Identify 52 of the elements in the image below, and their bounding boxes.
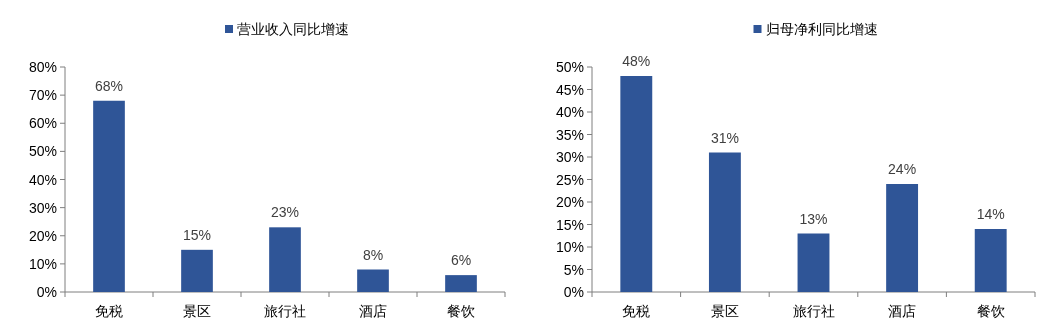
x-tick-label: 旅行社 [792,303,835,319]
y-tick-label: 10% [28,255,57,272]
y-tick-label: 0% [36,284,57,300]
data-label: 23% [270,204,300,221]
y-tick-label: 60% [28,115,57,132]
bar [93,100,125,292]
y-tick-label: 5% [563,261,584,278]
y-tick-label: 50% [28,143,57,160]
y-tick-label: 20% [555,194,584,210]
bar [797,233,830,292]
y-tick-label: 40% [28,171,57,188]
bar [445,275,477,292]
bar [620,76,653,292]
bar [708,152,741,292]
x-tick-label: 酒店 [888,303,917,319]
bar [974,229,1007,292]
x-tick-label: 免税 [95,303,123,319]
y-tick-label: 40% [555,104,584,120]
y-tick-label: 10% [555,239,584,255]
y-tick-label: 25% [555,171,584,188]
data-label: 24% [888,161,917,177]
y-tick-label: 30% [555,149,584,165]
bar [181,249,213,292]
data-label: 14% [976,206,1005,222]
data-label: 48% [622,53,651,69]
legend-label: 营业收入同比增速 [237,21,349,37]
y-tick-label: 45% [555,81,584,98]
data-label: 6% [450,252,472,269]
data-label: 68% [94,77,124,94]
bar [886,184,919,292]
y-tick-label: 50% [555,59,584,75]
y-tick-label: 70% [28,87,57,104]
bar [269,227,301,292]
x-tick-label: 景区 [183,303,211,319]
data-label: 13% [799,210,828,227]
y-tick-label: 30% [28,199,57,216]
x-tick-label: 餐饮 [976,303,1005,319]
x-tick-label: 景区 [710,303,739,319]
y-tick-label: 15% [555,216,584,233]
data-label: 15% [182,226,212,243]
data-label: 31% [710,129,739,146]
bar [357,269,389,292]
x-tick-label: 旅行社 [264,303,306,319]
x-tick-label: 餐饮 [447,303,475,319]
data-label: 8% [362,246,384,263]
legend-label: 归母净利同比增速 [765,21,878,37]
y-tick-label: 20% [28,227,57,244]
y-tick-label: 0% [563,284,584,300]
y-tick-label: 35% [555,126,584,143]
y-tick-label: 80% [28,59,57,75]
x-tick-label: 酒店 [359,303,387,319]
x-tick-label: 免税 [622,303,651,319]
